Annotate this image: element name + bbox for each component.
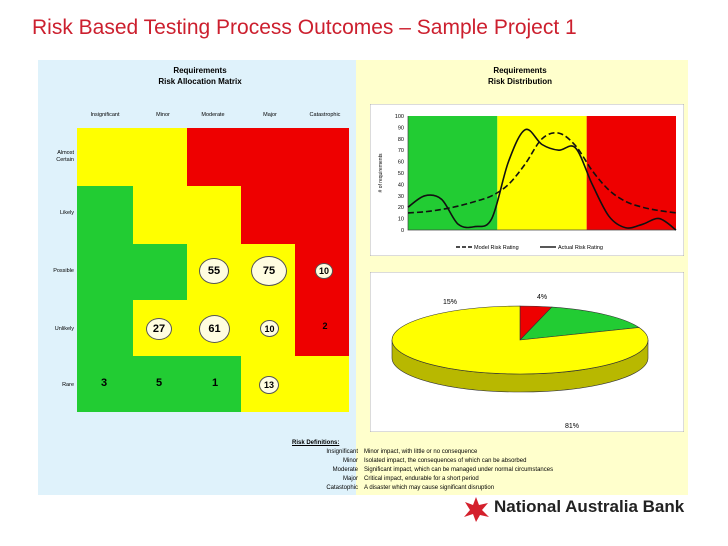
count-unlikely-catastrophic: 2	[322, 321, 328, 331]
y-axis-label: # of requirements	[378, 153, 384, 192]
matrix-cell	[187, 128, 241, 186]
definitions-title: Risk Definitions:	[292, 440, 340, 446]
likelihood-label-likely: Likely	[59, 210, 74, 216]
definition-text: A disaster which may cause significant d…	[364, 485, 495, 491]
impact-label-major: Major	[263, 112, 277, 118]
count-rare-major: 13	[259, 376, 279, 394]
matrix-cell	[187, 356, 241, 412]
pie-label: 4%	[537, 294, 547, 301]
matrix-title-line2: Risk Allocation Matrix	[158, 77, 242, 86]
count-rare-moderate: 1	[211, 377, 219, 389]
definition-term: Major	[342, 476, 358, 482]
likelihood-label-almost-certain: Almost Certain	[56, 150, 74, 163]
impact-label-minor: Minor	[156, 112, 170, 118]
impact-label-moderate: Moderate	[201, 112, 225, 118]
y-tick-label: 80	[398, 137, 404, 143]
y-tick-label: 40	[398, 182, 404, 188]
count-unlikely-minor: 27	[146, 318, 172, 340]
y-tick-label: 10	[398, 217, 404, 223]
matrix-cell	[133, 128, 187, 186]
definition-term: Insignificant	[326, 449, 358, 455]
y-tick-label: 30	[398, 194, 404, 200]
matrix-cell	[295, 300, 349, 356]
count-possible-moderate: 55	[199, 258, 229, 284]
matrix-cell	[295, 356, 349, 412]
matrix-cell	[77, 186, 133, 244]
chart-band	[497, 116, 587, 230]
pie-slice	[391, 305, 649, 375]
matrix-cell	[241, 186, 295, 244]
risk-distribution-pie-chart: 4% 15% 81%	[370, 272, 684, 432]
matrix-cell	[295, 186, 349, 244]
matrix-cell	[133, 244, 187, 300]
impact-label-catastrophic: Catastrophic	[309, 112, 341, 118]
distribution-title-line2: Risk Distribution	[487, 77, 552, 86]
nab-star-logo-icon	[464, 497, 489, 522]
matrix-title-line1: Requirements	[173, 66, 227, 75]
y-tick-label: 50	[398, 171, 404, 177]
matrix-cell	[295, 128, 349, 186]
y-tick-label: 60	[398, 160, 404, 166]
count-rare-minor: 5	[155, 377, 163, 389]
count-unlikely-major: 10	[260, 320, 279, 337]
legend-label: Actual Risk Rating	[558, 245, 603, 251]
definition-text: Significant impact, which can be managed…	[364, 467, 554, 473]
chart-band	[408, 116, 498, 230]
count-rare-insignificant: 3	[100, 377, 108, 389]
likelihood-label-unlikely: Unlikely	[54, 326, 74, 332]
matrix-cell	[187, 186, 241, 244]
logo-text: National Australia Bank	[494, 497, 685, 516]
matrix-cell	[77, 356, 133, 412]
matrix-cell	[77, 300, 133, 356]
y-tick-label: 100	[395, 114, 404, 120]
distribution-title-line1: Requirements	[493, 66, 547, 75]
legend-label: Model Risk Rating	[474, 245, 519, 251]
count-possible-major: 75	[251, 256, 287, 286]
y-tick-label: 20	[398, 205, 404, 211]
y-tick-label: 90	[398, 125, 404, 131]
likelihood-label-rare: Rare	[62, 382, 74, 388]
matrix-cell	[133, 186, 187, 244]
chart-band	[586, 116, 676, 230]
impact-label-insignificant: Insignificant	[90, 112, 120, 118]
definition-text: Minor impact, with little or no conseque…	[364, 449, 478, 455]
matrix-cell	[77, 244, 133, 300]
definition-term: Catastophic	[326, 485, 358, 491]
definition-term: Minor	[342, 458, 358, 464]
page-title: Risk Based Testing Process Outcomes – Sa…	[32, 16, 577, 39]
matrix-cell	[133, 356, 187, 412]
count-unlikely-moderate: 61	[199, 315, 230, 343]
y-axis-line	[407, 116, 676, 231]
pie-label: 15%	[443, 299, 457, 306]
definition-term: Moderate	[332, 467, 358, 473]
likelihood-label-possible: Possible	[53, 268, 74, 274]
series-line	[407, 131, 677, 214]
matrix-cell	[77, 128, 133, 186]
pie-slice	[519, 306, 640, 341]
series-line	[407, 128, 677, 231]
matrix-cell	[241, 128, 295, 186]
count-possible-catastrophic: 10	[315, 263, 333, 279]
y-tick-label: 0	[401, 228, 404, 234]
definition-text: Critical impact, endurable for a short p…	[364, 476, 479, 482]
definition-text: Isolated impact, the consequences of whi…	[364, 458, 527, 464]
pie-label: 81%	[565, 423, 579, 430]
y-tick-label: 70	[398, 148, 404, 154]
